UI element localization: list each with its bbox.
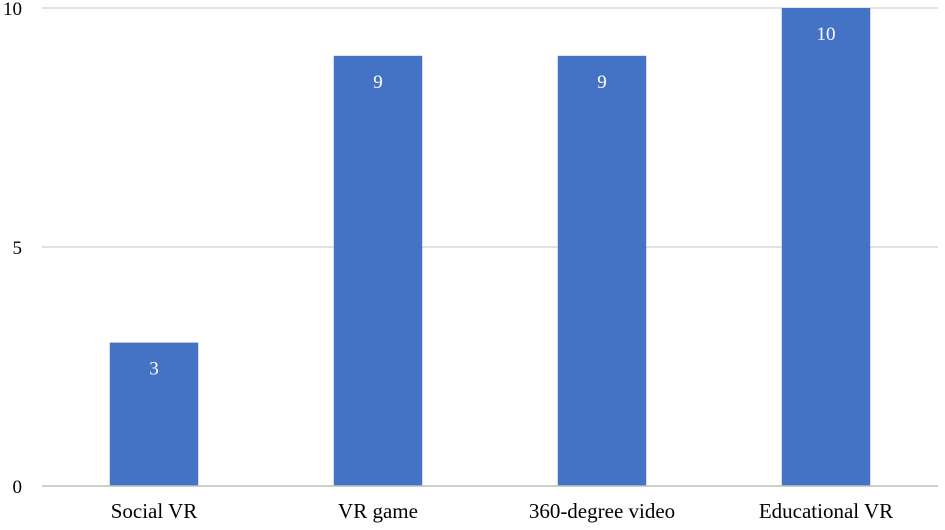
bar (557, 55, 647, 487)
bar (109, 342, 199, 486)
x-axis-categories: Social VR VR game 360-degree video Educatio… (111, 499, 893, 523)
y-axis-ticks: 0 5 10 (3, 0, 22, 498)
y-tick-label: 0 (13, 477, 23, 498)
data-label: 9 (373, 72, 383, 93)
y-tick-label: 10 (3, 0, 22, 20)
x-category-label: Social VR (111, 499, 198, 523)
bar (781, 8, 871, 486)
y-tick-label: 5 (13, 238, 23, 259)
bars (109, 8, 871, 487)
x-category-label: 360-degree video (529, 499, 675, 523)
data-labels: 3 9 9 10 (149, 24, 835, 380)
x-category-label: Educational VR (759, 499, 893, 523)
data-label: 10 (817, 24, 836, 45)
data-label: 3 (149, 359, 159, 380)
x-category-label: VR game (338, 499, 418, 523)
data-label: 9 (597, 72, 607, 93)
bar (333, 55, 423, 487)
